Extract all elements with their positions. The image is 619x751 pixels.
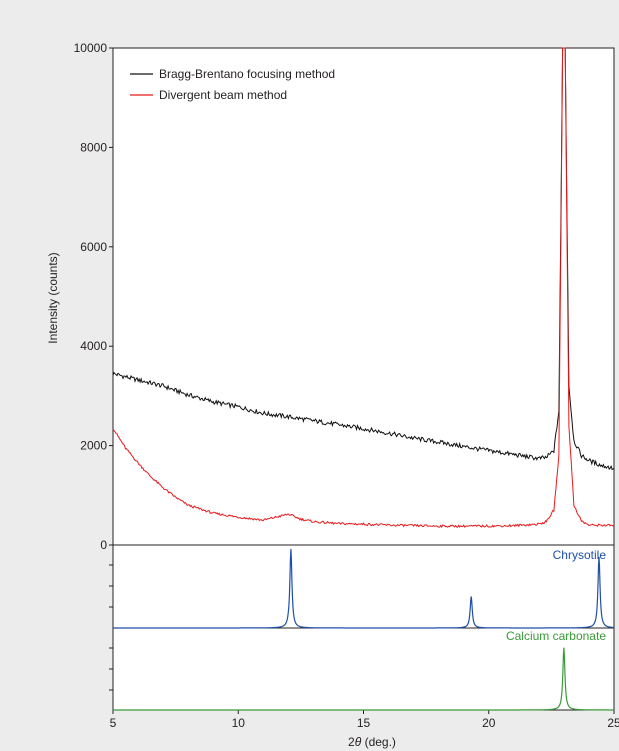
x-tick-label: 5 xyxy=(110,716,117,730)
y-tick-label: 0 xyxy=(100,538,107,552)
y-tick-label: 2000 xyxy=(80,439,107,453)
y-tick-label: 6000 xyxy=(80,240,107,254)
legend-label-bragg: Bragg-Brentano focusing method xyxy=(159,67,335,81)
x-axis-label-theta: θ xyxy=(355,735,362,749)
legend-label-divergent: Divergent beam method xyxy=(159,88,287,102)
plot-area xyxy=(112,47,615,711)
series-line-divergent-beam xyxy=(112,47,615,529)
x-axis-label-prefix: 2 xyxy=(348,735,355,749)
reference-label-chrysotile: Chrysotile xyxy=(553,548,607,562)
x-axis-label: 2θ (deg.) xyxy=(348,735,396,749)
reference-label-calcium-carbonate: Calcium carbonate xyxy=(506,629,606,643)
x-tick-label: 10 xyxy=(232,716,246,730)
y-tick-label: 10000 xyxy=(74,41,108,55)
series-layer xyxy=(112,47,615,529)
y-axis-label: Intensity (counts) xyxy=(46,252,60,343)
x-tick-label: 15 xyxy=(357,716,371,730)
reference-panels-layer xyxy=(113,548,614,711)
series-line-bragg-brentano xyxy=(112,47,615,471)
x-axis-label-suffix: (deg.) xyxy=(361,735,396,749)
x-tick-label: 20 xyxy=(482,716,496,730)
y-tick-label: 8000 xyxy=(80,140,107,154)
y-tick-label: 4000 xyxy=(80,339,107,353)
reference-pattern-calcium-carbonate xyxy=(113,647,614,711)
x-tick-label: 25 xyxy=(607,716,619,730)
reference-pattern-chrysotile xyxy=(113,548,614,629)
legend: Bragg-Brentano focusing method Divergent… xyxy=(130,67,335,102)
